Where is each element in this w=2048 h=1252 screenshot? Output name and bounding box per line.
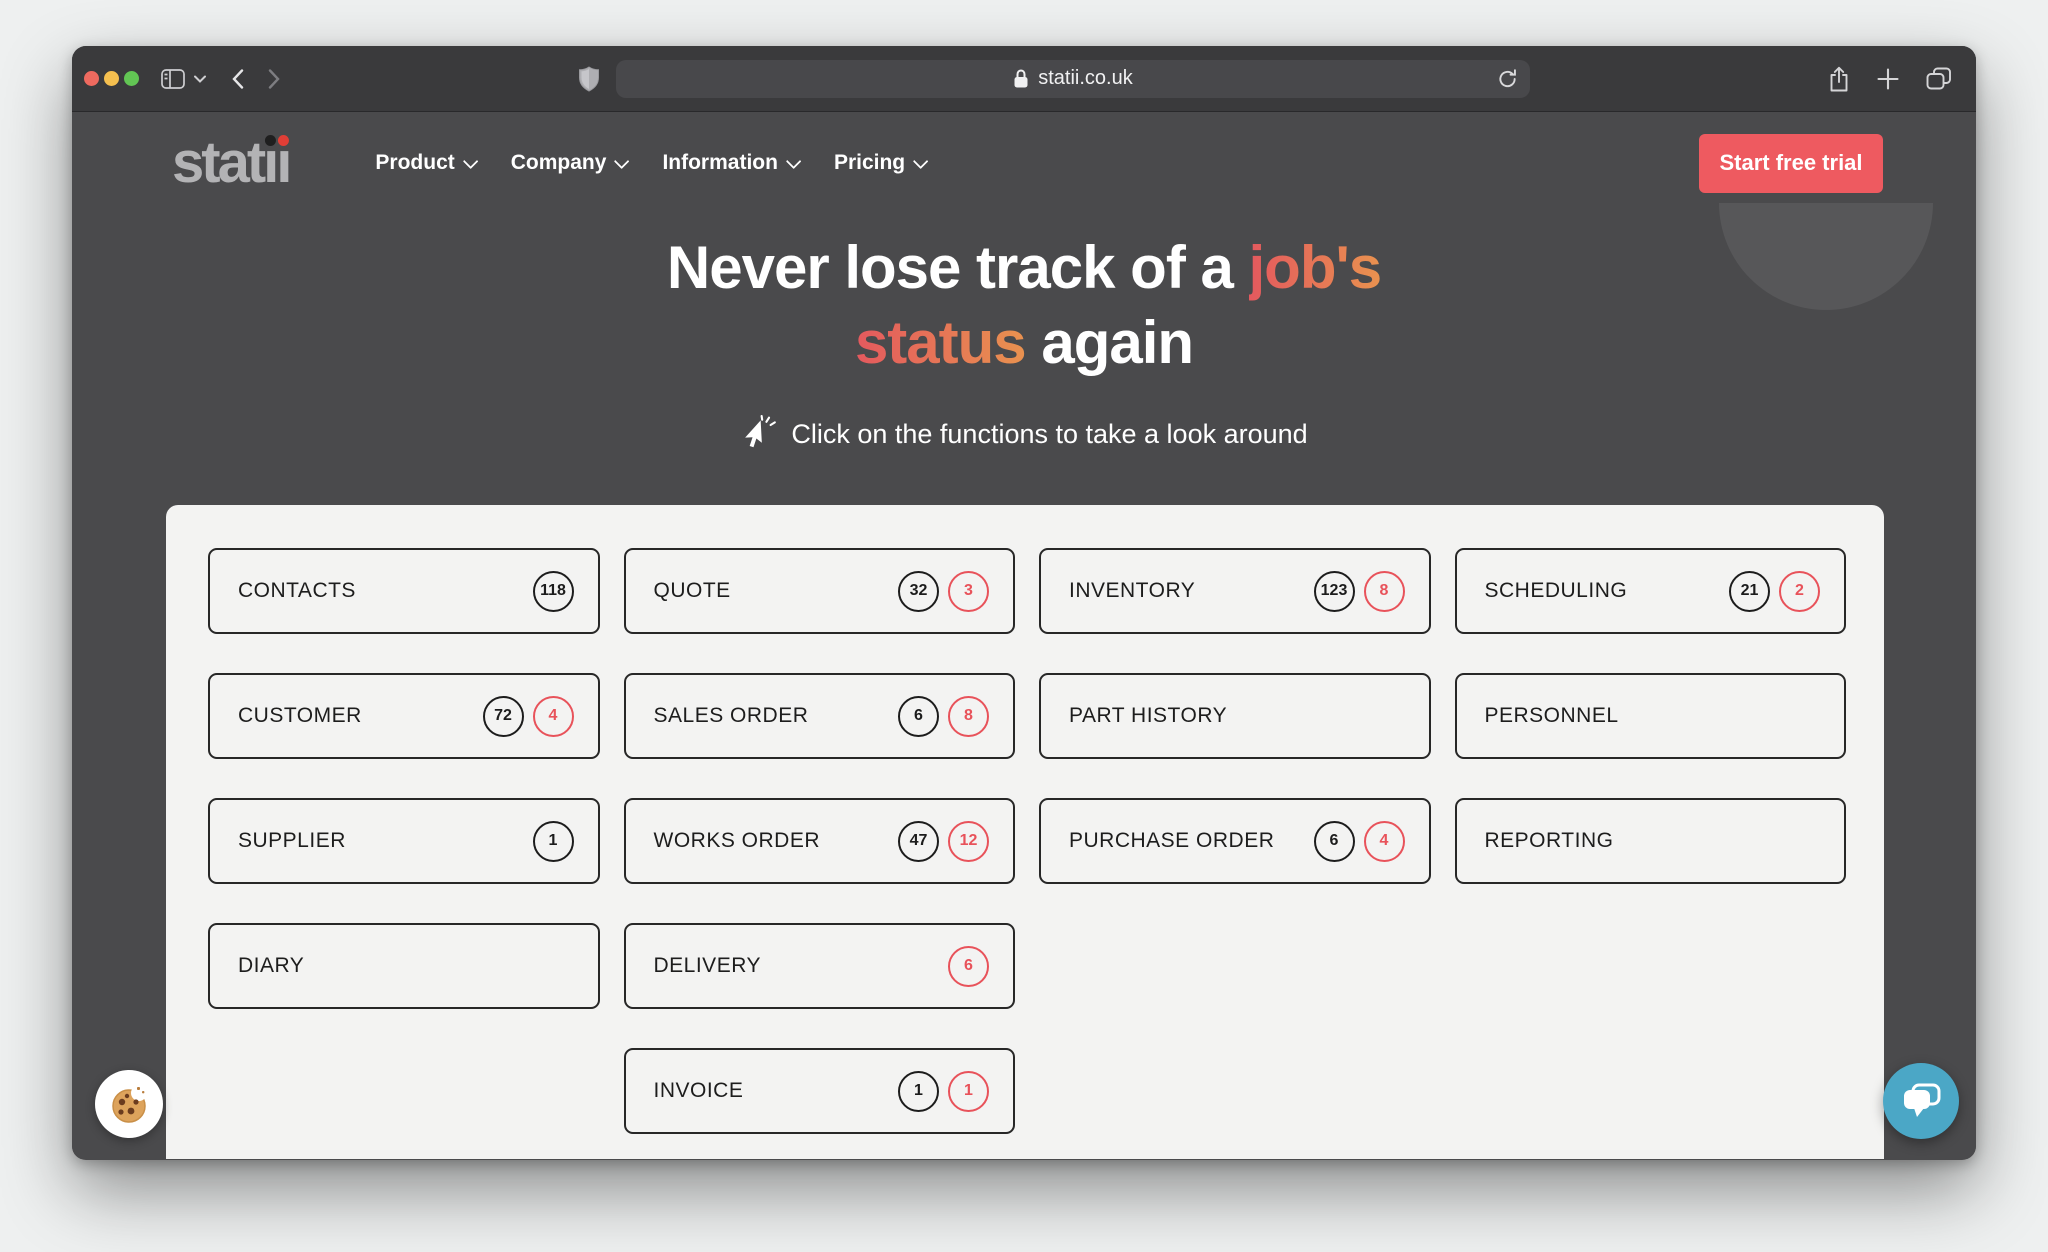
page-title: Never lose track of a job's status again <box>666 234 1383 376</box>
share-icon[interactable] <box>1828 66 1850 92</box>
count-badge: 21 <box>1729 570 1770 612</box>
forward-button[interactable] <box>268 68 280 89</box>
sidebar-chevron-down-icon[interactable] <box>194 75 206 83</box>
alert-badge: 4 <box>532 695 574 737</box>
function-card-inventory[interactable]: INVENTORY 123 8 <box>1039 548 1431 634</box>
close-window-button[interactable] <box>84 71 99 86</box>
site-navbar: stat ı ı Product Company Information Prici… <box>72 112 1976 214</box>
chevron-down-icon <box>614 153 630 169</box>
back-button[interactable] <box>232 68 244 89</box>
site-logo[interactable]: stat ı ı <box>172 130 292 195</box>
chat-bubbles-icon <box>1900 1081 1942 1121</box>
chevron-down-icon <box>462 153 479 169</box>
traffic-lights <box>84 71 139 86</box>
nav-item-company[interactable]: Company <box>511 151 630 175</box>
headline-accent: status <box>854 309 1027 376</box>
function-card-works-order[interactable]: WORKS ORDER 47 12 <box>623 798 1015 884</box>
click-cursor-icon <box>740 415 778 453</box>
function-card-scheduling[interactable]: SCHEDULING 21 2 <box>1454 548 1846 634</box>
privacy-shield-icon[interactable] <box>578 65 600 92</box>
count-badge: 6 <box>1313 820 1355 862</box>
headline-accent: job's <box>1248 234 1383 301</box>
zoom-window-button[interactable] <box>124 71 139 86</box>
nav-item-information[interactable]: Information <box>662 151 802 175</box>
logo-text: stat <box>172 130 266 195</box>
chat-widget-button[interactable] <box>1883 1063 1959 1139</box>
sidebar-toggle-icon[interactable] <box>161 68 185 89</box>
function-card-sales-order[interactable]: SALES ORDER 6 8 <box>623 673 1015 759</box>
grid-spacer <box>1039 923 1431 1009</box>
function-card-invoice[interactable]: INVOICE 1 1 <box>623 1048 1015 1134</box>
count-badge: 32 <box>898 570 939 612</box>
count-badge: 118 <box>532 570 574 612</box>
alert-badge: 1 <box>948 1070 989 1112</box>
function-card-reporting[interactable]: REPORTING <box>1454 798 1846 884</box>
chevron-down-icon <box>912 153 929 169</box>
alert-badge: 6 <box>948 945 989 987</box>
function-card-supplier[interactable]: SUPPLIER 1 <box>208 798 600 884</box>
cookie-icon <box>107 1082 151 1126</box>
grid-spacer <box>208 1048 600 1134</box>
function-card-delivery[interactable]: DELIVERY 6 <box>623 923 1015 1009</box>
alert-badge: 12 <box>948 820 989 862</box>
alert-badge: 3 <box>948 570 989 612</box>
grid-spacer <box>1455 923 1847 1009</box>
cookie-settings-button[interactable] <box>95 1070 163 1138</box>
function-card-quote[interactable]: QUOTE 32 3 <box>623 548 1015 634</box>
function-card-diary[interactable]: DIARY <box>208 923 600 1009</box>
function-card-purchase-order[interactable]: PURCHASE ORDER 6 4 <box>1039 798 1431 884</box>
tab-overview-icon[interactable] <box>1926 67 1952 91</box>
hero-subtitle: Click on the functions to take a look ar… <box>72 412 1976 456</box>
count-badge: 6 <box>898 695 939 737</box>
alert-badge: 8 <box>1363 570 1405 612</box>
chevron-down-icon <box>785 153 802 169</box>
function-card-personnel[interactable]: PERSONNEL <box>1454 673 1846 759</box>
main-navigation: Product Company Information Pricing <box>375 151 929 175</box>
browser-window: statii.co.uk <box>72 46 1976 1160</box>
logo-dot-black <box>264 135 276 146</box>
function-card-contacts[interactable]: CONTACTS 118 <box>208 548 600 634</box>
new-tab-icon[interactable] <box>1877 67 1899 90</box>
start-free-trial-button[interactable]: Start free trial <box>1699 133 1883 193</box>
count-badge: 123 <box>1313 570 1355 612</box>
reload-icon[interactable] <box>1497 68 1518 90</box>
functions-panel: CONTACTS 118 QUOTE 32 3 INVENTORY 123 8 <box>166 505 1884 1159</box>
url-text: statii.co.uk <box>1038 67 1133 89</box>
minimize-window-button[interactable] <box>104 71 119 86</box>
nav-item-pricing[interactable]: Pricing <box>834 151 929 175</box>
count-badge: 1 <box>898 1070 939 1112</box>
nav-item-product[interactable]: Product <box>375 151 479 175</box>
alert-badge: 4 <box>1363 820 1405 862</box>
alert-badge: 8 <box>948 695 989 737</box>
alert-badge: 2 <box>1779 570 1820 612</box>
logo-dot-red <box>277 135 289 146</box>
lock-icon <box>1013 68 1029 89</box>
function-card-customer[interactable]: CUSTOMER 72 4 <box>208 673 600 759</box>
functions-grid: CONTACTS 118 QUOTE 32 3 INVENTORY 123 8 <box>166 505 1884 1160</box>
count-badge: 47 <box>898 820 939 862</box>
count-badge: 72 <box>482 695 524 737</box>
browser-chrome: statii.co.uk <box>72 46 1976 112</box>
page-content: stat ı ı Product Company Information Prici… <box>72 112 1976 1159</box>
address-bar[interactable]: statii.co.uk <box>616 59 1530 98</box>
count-badge: 1 <box>532 820 574 862</box>
function-card-part-history[interactable]: PART HISTORY <box>1039 673 1431 759</box>
